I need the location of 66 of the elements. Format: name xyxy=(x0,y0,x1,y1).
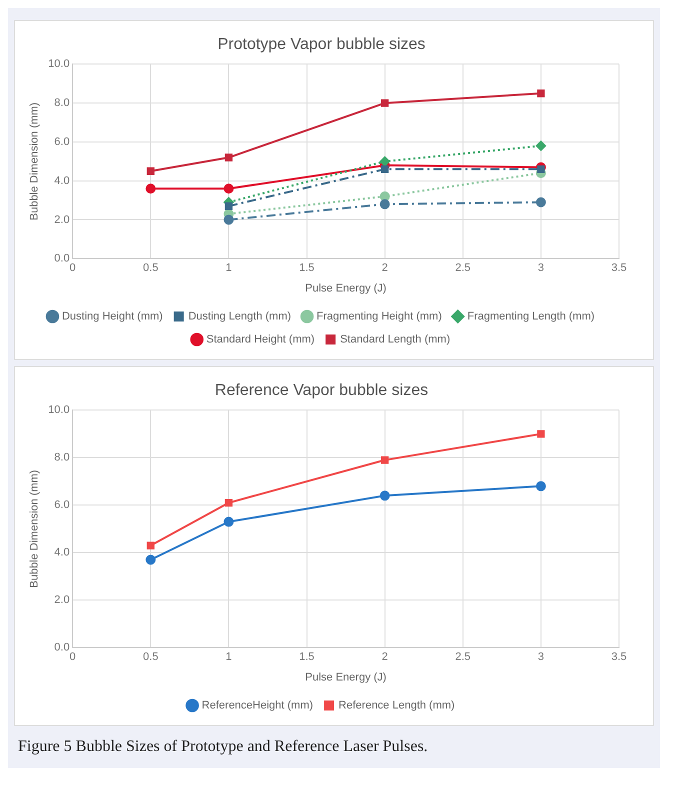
point xyxy=(536,197,546,208)
y-tick-label: 8.0 xyxy=(54,452,70,464)
x-tick-label: 2 xyxy=(382,651,388,664)
y-tick-label: 4.0 xyxy=(54,174,70,187)
point xyxy=(146,184,156,194)
legend-label: ReferenceHeight (mm) xyxy=(202,700,314,712)
x-tick-label: 1 xyxy=(226,651,232,664)
x-tick-label: 1.5 xyxy=(299,262,314,274)
point xyxy=(224,214,234,225)
x-tick-label: 3.5 xyxy=(611,651,627,664)
x-tick-label: 0 xyxy=(70,651,76,664)
point xyxy=(224,184,234,194)
y-tick-label: 2.0 xyxy=(54,214,70,226)
x-axis-title: Pulse Energy (J) xyxy=(305,671,386,684)
point xyxy=(224,202,233,210)
y-tick-label: 10.0 xyxy=(48,58,70,70)
x-tick-label: 2 xyxy=(382,262,388,274)
y-tick-label: 0.0 xyxy=(54,642,70,654)
x-tick-label: 3 xyxy=(538,262,544,274)
point xyxy=(146,542,154,550)
x-tick-label: 3 xyxy=(538,651,544,664)
legend-label: Dusting Height (mm) xyxy=(62,310,163,323)
legend-label: Standard Length (mm) xyxy=(340,334,450,346)
legend-label: Fragmenting Length (mm) xyxy=(467,310,595,323)
y-tick-label: 6.0 xyxy=(54,499,70,512)
point xyxy=(381,456,389,464)
x-axis-title: Pulse Energy (J) xyxy=(305,282,386,294)
x-tick-label: 2.5 xyxy=(455,262,471,274)
x-tick-label: 2.5 xyxy=(455,651,471,664)
legend-label: Reference Length (mm) xyxy=(338,700,455,712)
chart-title: Prototype Vapor bubble sizes xyxy=(218,36,426,54)
caption: Figure 5 Bubble Sizes of Prototype and Reference Laser Pulses. xyxy=(17,737,429,757)
point xyxy=(537,165,545,174)
point xyxy=(380,490,390,501)
x-tick-label: 1 xyxy=(226,262,232,274)
point xyxy=(224,154,233,162)
point xyxy=(536,481,546,492)
y-axis-title: Bubble Dimension (mm) xyxy=(28,102,41,220)
point xyxy=(537,90,545,98)
point xyxy=(380,156,390,166)
point xyxy=(380,199,390,210)
y-axis-title: Bubble Dimension (mm) xyxy=(28,470,41,588)
point xyxy=(146,554,156,565)
point xyxy=(224,516,234,527)
point xyxy=(380,191,390,202)
y-tick-label: 2.0 xyxy=(54,594,70,606)
x-tick-label: 0.5 xyxy=(143,651,158,664)
point xyxy=(381,165,389,174)
x-tick-label: 3.5 xyxy=(611,262,627,274)
y-tick-label: 10.0 xyxy=(48,404,70,416)
legend-label: Fragmenting Height (mm) xyxy=(316,310,442,323)
y-tick-label: 6.0 xyxy=(54,136,70,148)
legend-label: Standard Height (mm) xyxy=(206,334,315,346)
point xyxy=(146,167,154,175)
y-tick-label: 8.0 xyxy=(54,97,70,110)
point xyxy=(536,140,546,151)
point xyxy=(381,99,389,107)
chart-title: Reference Vapor bubble sizes xyxy=(214,382,428,400)
point xyxy=(537,430,545,438)
y-tick-label: 4.0 xyxy=(54,546,70,559)
x-tick-label: 0 xyxy=(70,262,76,274)
x-tick-label: 0.5 xyxy=(143,262,158,274)
point xyxy=(224,498,233,507)
legend-label: Dusting Length (mm) xyxy=(188,310,292,323)
x-tick-label: 1.5 xyxy=(299,651,314,664)
y-tick-label: 0.0 xyxy=(54,252,70,265)
